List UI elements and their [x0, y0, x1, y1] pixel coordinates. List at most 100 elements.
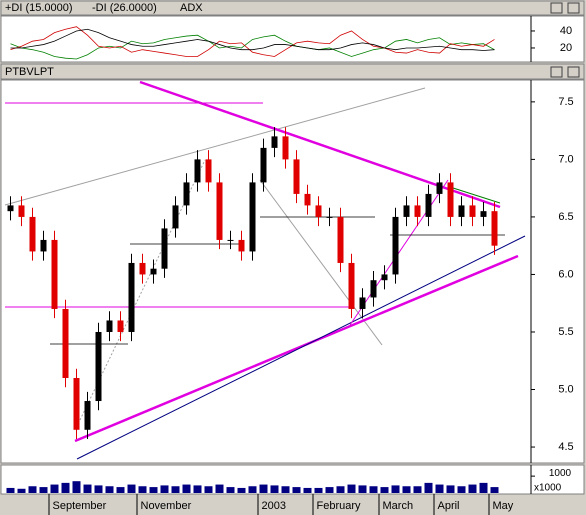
- volume-bar: [105, 486, 114, 493]
- trendline: [449, 186, 501, 204]
- candle-body: [205, 159, 212, 183]
- volume-bar: [215, 484, 224, 493]
- volume-bar: [347, 484, 356, 493]
- volume-bar: [435, 484, 444, 493]
- candle-body: [260, 147, 267, 183]
- candle-body: [29, 216, 36, 252]
- minimize-button[interactable]: [550, 66, 563, 78]
- volume-bar: [61, 482, 70, 493]
- chart-title: PTBVLPT: [5, 66, 54, 78]
- price-title-bar: [0, 63, 585, 80]
- volume-bar: [391, 485, 400, 493]
- volume-bar: [39, 487, 48, 493]
- volume-bar: [6, 487, 15, 493]
- candle-body: [18, 205, 25, 217]
- candle-body: [337, 216, 344, 263]
- volume-bar: [50, 484, 59, 493]
- x-tick-label: March: [383, 500, 414, 512]
- candle-body: [216, 182, 223, 240]
- candle-body: [271, 136, 278, 148]
- candle-body: [227, 239, 234, 241]
- candle-body: [106, 320, 113, 332]
- y-tick-label: 6.5: [558, 211, 573, 223]
- candle-body: [117, 320, 124, 332]
- x-tick-label: September: [53, 500, 107, 512]
- x-tick-label: November: [141, 500, 192, 512]
- volume-bar: [193, 485, 202, 493]
- volume-bar: [72, 481, 81, 493]
- trendline: [4, 87, 426, 206]
- y-tick-label: 1000: [549, 468, 572, 479]
- trendline: [74, 254, 519, 443]
- candle-body: [370, 280, 377, 298]
- candle-body: [73, 378, 80, 430]
- volume-bar: [457, 486, 466, 493]
- volume-bar: [237, 487, 246, 493]
- volume-bar: [479, 482, 488, 493]
- candle-body: [161, 228, 168, 269]
- volume-bar: [138, 486, 147, 493]
- candle-body: [326, 216, 333, 218]
- candle-body: [62, 308, 69, 379]
- candle-body: [139, 262, 146, 275]
- volume-bar: [83, 484, 92, 493]
- volume-bar: [468, 484, 477, 493]
- candle-body: [447, 182, 454, 217]
- indicator-line: [10, 26, 495, 57]
- volume-bar: [336, 486, 345, 493]
- volume-bar: [490, 487, 499, 493]
- volume-bar: [259, 484, 268, 493]
- y-tick-label: 20: [560, 42, 572, 54]
- volume-bar: [28, 486, 37, 493]
- minimize-button[interactable]: [550, 2, 563, 14]
- candle-body: [348, 262, 355, 309]
- indicator-line: [10, 34, 495, 60]
- candle-body: [425, 193, 432, 217]
- candle-body: [128, 262, 135, 332]
- candle-body: [359, 297, 366, 309]
- candle-body: [194, 159, 201, 183]
- x-tick-label: May: [493, 500, 514, 512]
- maximize-button[interactable]: [567, 2, 580, 14]
- candle-body: [381, 274, 388, 281]
- trendline: [76, 235, 526, 460]
- volume-bar: [358, 485, 367, 493]
- volume-bar: [171, 486, 180, 493]
- volume-bar: [116, 487, 125, 493]
- candle-body: [183, 182, 190, 206]
- volume-bar: [303, 487, 312, 493]
- legend-entry: +DI (15.0000): [5, 2, 73, 14]
- volume-bar: [204, 486, 213, 493]
- trendline: [349, 179, 449, 326]
- candle-body: [458, 205, 465, 217]
- legend-entry: -DI (26.0000): [92, 2, 157, 14]
- volume-bar: [17, 488, 26, 493]
- volume-bar: [369, 486, 378, 493]
- y-tick-label: 6.0: [558, 268, 573, 280]
- volume-unit: x1000: [534, 483, 562, 494]
- candle-body: [436, 182, 443, 194]
- volume-bar: [314, 487, 323, 493]
- candle-body: [7, 205, 14, 212]
- volume-bar: [292, 487, 301, 493]
- x-tick-label: 2003: [262, 500, 286, 512]
- volume-bar: [281, 486, 290, 493]
- volume-bar: [446, 485, 455, 493]
- volume-bar: [248, 486, 257, 493]
- volume-bar: [380, 487, 389, 493]
- volume-bar: [160, 485, 169, 493]
- y-tick-label: 7.5: [558, 96, 573, 108]
- volume-bar: [413, 486, 422, 493]
- candle-body: [249, 182, 256, 252]
- candle-body: [403, 205, 410, 217]
- maximize-button[interactable]: [567, 66, 580, 78]
- candle-body: [414, 205, 421, 217]
- y-tick-label: 5.0: [558, 383, 573, 395]
- volume-bar: [226, 487, 235, 493]
- candle-body: [315, 205, 322, 217]
- candle-body: [469, 205, 476, 217]
- indicator-panel: [0, 15, 585, 63]
- volume-bar: [127, 484, 136, 493]
- indicator-title-bar: [0, 0, 585, 16]
